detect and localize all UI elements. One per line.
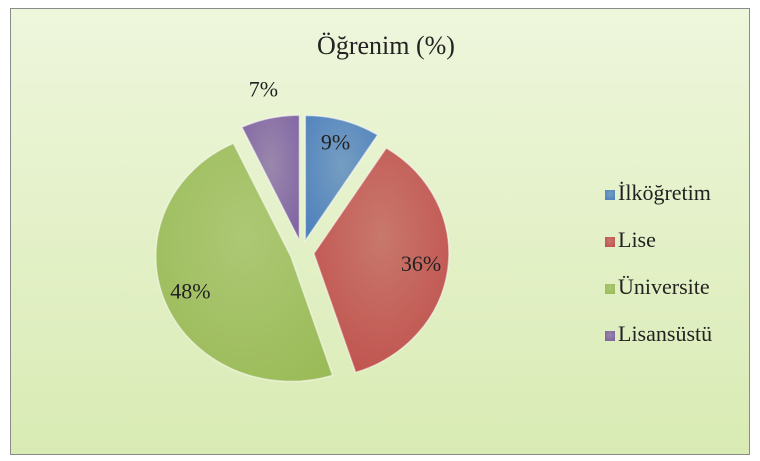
- legend-swatch: [605, 284, 615, 294]
- data-label: 7%: [249, 77, 278, 102]
- legend-label: Lise: [618, 227, 656, 252]
- data-label: 36%: [401, 251, 441, 276]
- legend-label: Üniversite: [618, 274, 710, 299]
- data-label: 9%: [321, 129, 350, 154]
- legend-label: İlköğretim: [618, 180, 711, 205]
- pie-slice: [313, 146, 450, 374]
- pie-slice: [155, 142, 334, 383]
- data-label: 48%: [170, 278, 210, 303]
- legend-label: Lisansüstü: [618, 321, 712, 346]
- pie-slice: [304, 114, 379, 243]
- pie-slice: [240, 114, 301, 241]
- legend-swatch: [605, 331, 615, 341]
- legend-swatch: [605, 237, 615, 247]
- chart-title: Öğrenim (%): [317, 31, 455, 60]
- legend-swatch: [605, 190, 615, 200]
